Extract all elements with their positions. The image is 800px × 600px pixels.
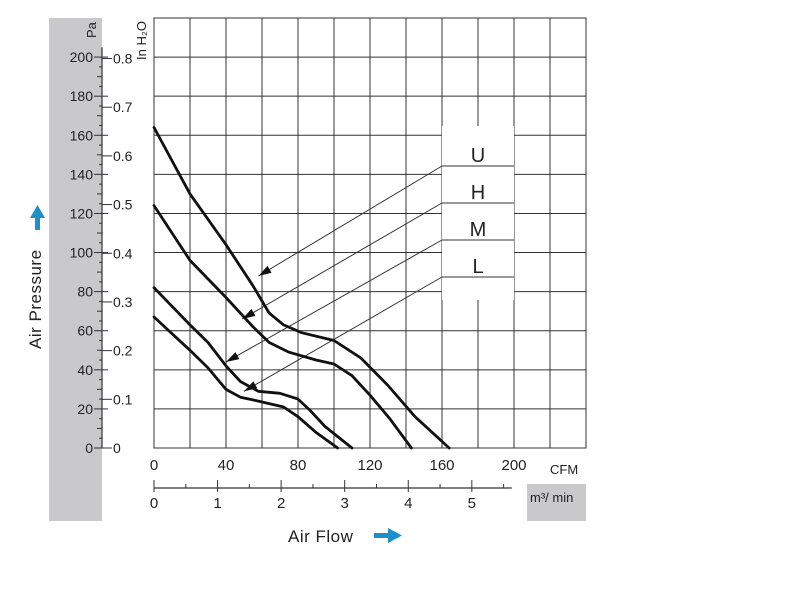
cfm-tick-label: 40 (218, 457, 235, 474)
legend-label-l: L (472, 256, 483, 278)
pa-tick-label: 140 (70, 166, 94, 182)
right-arrow-icon (374, 528, 402, 543)
m3min-tick-label: 5 (468, 495, 476, 512)
leader-line-l (243, 276, 443, 392)
inh2o-tick-label: 0.6 (113, 148, 133, 164)
x-scale-strip (102, 448, 586, 484)
cfm-tick-label: 80 (290, 457, 307, 474)
m3min-tick-label: 1 (213, 495, 221, 512)
leader-line-u (258, 165, 443, 277)
m3min-tick-label: 4 (404, 495, 412, 512)
pa-tick-label: 120 (70, 205, 94, 221)
leader-arrowhead-u (258, 265, 272, 276)
leader-arrowhead-h (242, 309, 256, 319)
pa-tick-label: 20 (77, 401, 93, 417)
cfm-tick-label: 200 (501, 457, 526, 474)
tick-labels: 02040608010012014016018020000.10.20.30.4… (70, 49, 527, 512)
pa-tick-label: 200 (70, 49, 94, 65)
inh2o-tick-label: 0.4 (113, 245, 133, 261)
curve-u (152, 126, 451, 450)
pa-tick-label: 40 (77, 362, 93, 378)
pa-tick-label: 100 (70, 245, 94, 261)
inh2o-tick-label: 0.1 (113, 391, 133, 407)
curve-m (152, 286, 354, 450)
cfm-tick-label: 120 (357, 457, 382, 474)
curve-h (152, 204, 413, 450)
inh2o-tick-label: 0.3 (113, 294, 133, 310)
legend-leader-lines (225, 165, 443, 392)
pa-tick-label: 160 (70, 127, 94, 143)
x-axis-title: Air Flow (288, 527, 354, 546)
leader-line-h (241, 202, 443, 320)
m3min-tick-label: 3 (341, 495, 349, 512)
pa-tick-label: 180 (70, 88, 94, 104)
legend-label-m: M (470, 219, 487, 241)
y-axis-title: Air Pressure (26, 249, 45, 349)
axis-scale-strip (102, 18, 154, 484)
m3min-tick-label: 0 (150, 495, 158, 512)
y-unit-pa: Pa (84, 21, 99, 38)
leader-line-m (225, 239, 443, 363)
cfm-tick-label: 160 (429, 457, 454, 474)
curve-l (152, 315, 339, 450)
m3min-tick-label: 2 (277, 495, 285, 512)
pa-tick-label: 60 (77, 323, 93, 339)
cfm-tick-label: 0 (150, 457, 158, 474)
axis-ticks (94, 47, 512, 492)
up-arrow-icon (30, 205, 45, 230)
curves (152, 126, 451, 450)
leader-arrowhead-m (226, 352, 240, 362)
x-unit-cfm: CFM (550, 462, 578, 477)
x-unit-m3min: m³/ min (530, 490, 573, 505)
inh2o-tick-label: 0.7 (113, 99, 133, 115)
inh2o-tick-label: 0.2 (113, 343, 133, 359)
y-unit-inh2o: In H₂O (134, 21, 149, 60)
inh2o-tick-label: 0 (113, 440, 121, 456)
legend-label-h: H (471, 182, 485, 204)
inh2o-tick-label: 0.5 (113, 197, 133, 213)
pa-tick-label: 80 (77, 284, 93, 300)
legend-label-u: U (471, 145, 485, 167)
pa-tick-label: 0 (85, 440, 93, 456)
m3-scale-strip (102, 484, 527, 521)
inh2o-tick-label: 0.8 (113, 51, 133, 67)
legend-background (442, 126, 514, 300)
